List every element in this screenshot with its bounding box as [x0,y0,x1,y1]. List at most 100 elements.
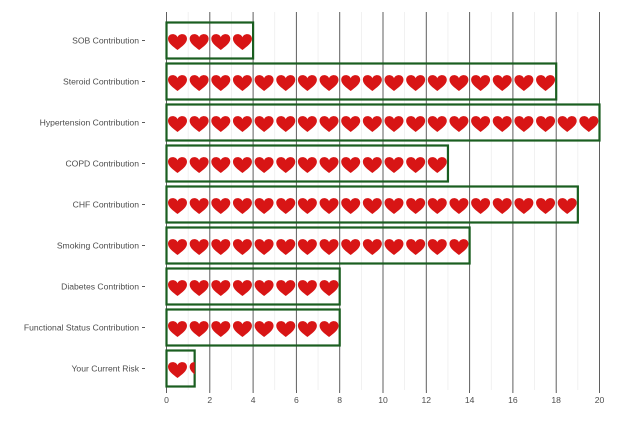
heart-icon [168,157,187,173]
heart-icon [427,116,447,132]
bar [165,267,341,306]
heart-icon [384,198,404,214]
heart-icon [406,239,426,255]
heart-icon [557,198,577,214]
heart-icon [427,198,447,214]
heart-icon [232,280,252,296]
category-label: Your Current Risk [71,364,139,374]
heart-icon [471,75,491,91]
heart-icon [536,116,556,132]
heart-icon [211,157,231,173]
heart-icon [492,198,512,214]
heart-icon [297,239,317,255]
heart-icon [297,280,317,296]
heart-icon [211,198,231,214]
heart-icon [189,116,209,132]
heart-icon [319,280,339,296]
heart-icon [168,362,187,378]
heart-icon [319,198,339,214]
x-tick-label: 10 [378,395,388,405]
heart-icon [362,239,382,255]
heart-icon [276,157,296,173]
bar [165,103,601,142]
heart-icon [276,239,296,255]
x-tick-label: 6 [294,395,299,405]
heart-icon [384,239,404,255]
heart-icon [536,198,556,214]
heart-icon [232,34,252,50]
heart-icon [211,116,231,132]
heart-icon [384,116,404,132]
heart-icon [449,239,469,255]
heart-icon [189,198,209,214]
category-label: Steroid Contribution [63,77,139,87]
heart-icon [427,157,447,173]
bar [165,308,341,347]
heart-icon [319,321,339,337]
heart-icon [189,75,209,91]
heart-icon [341,198,361,214]
heart-icon [427,75,447,91]
heart-icon [297,321,317,337]
heart-icon [168,34,187,50]
heart-icon [362,116,382,132]
heart-icon [168,75,187,91]
heart-icon [168,280,187,296]
heart-icon [232,321,252,337]
heart-icon [168,239,187,255]
heart-icon [254,280,274,296]
heart-icon [211,75,231,91]
x-tick-label: 20 [595,395,605,405]
heart-icon [189,34,209,50]
bar [165,226,471,265]
heart-icon [254,116,274,132]
heart-icon [427,239,447,255]
heart-icon [297,116,317,132]
x-tick-label: 8 [337,395,342,405]
heart-icon [384,75,404,91]
x-tick-label: 14 [465,395,475,405]
x-tick-label: 2 [207,395,212,405]
category-label: Hypertension Contribution [40,118,140,128]
heart-icon [471,116,491,132]
heart-icon [232,75,252,91]
heart-icon [232,239,252,255]
category-label: COPD Contribution [65,159,139,169]
heart-icon [492,116,512,132]
heart-icon [449,198,469,214]
bar [165,349,196,388]
heart-icon [189,362,195,378]
heart-icon [341,157,361,173]
heart-icon [254,75,274,91]
heart-icon [319,116,339,132]
heart-icon [254,239,274,255]
heart-icon [536,75,556,91]
heart-icon [341,75,361,91]
x-tick-label: 12 [422,395,432,405]
x-tick-label: 0 [164,395,169,405]
heart-icon [514,75,534,91]
category-label: SOB Contribution [72,36,139,46]
heart-icon [254,321,274,337]
heart-icon [362,157,382,173]
heart-icon [189,280,209,296]
heart-icon [341,239,361,255]
heart-icon [492,75,512,91]
bar [165,62,558,101]
heart-icon [276,75,296,91]
heart-icon [189,239,209,255]
heart-icon [362,198,382,214]
heart-icon [211,34,231,50]
heart-icon [232,116,252,132]
heart-icon [189,321,209,337]
x-tick-label: 4 [251,395,256,405]
heart-icon [362,75,382,91]
category-label: Functional Status Contribution [24,323,139,333]
heart-icon [254,198,274,214]
heart-icon [471,198,491,214]
heart-icon [449,75,469,91]
category-label: Smoking Contribution [57,241,139,251]
heart-icon [514,198,534,214]
bar [165,185,579,224]
heart-icon [276,198,296,214]
